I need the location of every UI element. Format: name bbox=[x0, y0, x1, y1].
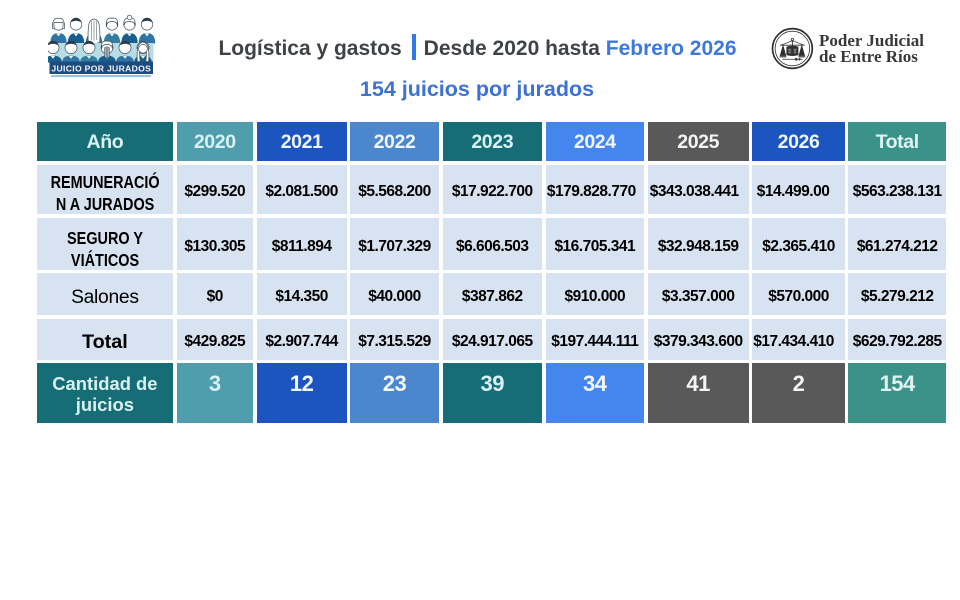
svg-text:JUICIO POR JURADOS: JUICIO POR JURADOS bbox=[51, 63, 151, 73]
